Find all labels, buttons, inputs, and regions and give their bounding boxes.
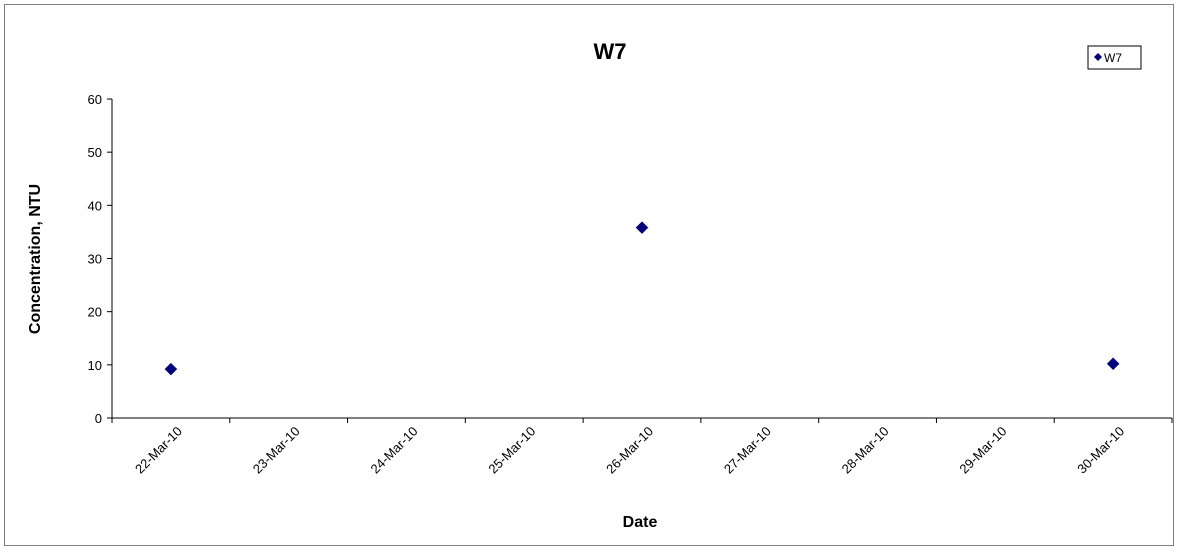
data-points <box>164 221 1120 376</box>
y-axis-ticks: 0 10 20 30 40 50 60 <box>88 92 112 426</box>
x-axis-ticks: 22-Mar-10 23-Mar-10 24-Mar-10 25-Mar-10 26-M… <box>111 418 1173 477</box>
x-tick-label: 30-Mar-10 <box>1074 424 1127 477</box>
x-tick-label: 26-Mar-10 <box>603 424 656 477</box>
y-tick-label: 60 <box>88 92 102 107</box>
data-point <box>164 362 178 376</box>
x-tick-label: 24-Mar-10 <box>368 424 421 477</box>
x-axis-title: Date <box>623 514 658 531</box>
y-tick-label: 20 <box>88 305 102 320</box>
legend-box <box>1087 45 1142 70</box>
chart-title: W7 <box>594 39 627 64</box>
legend-label-w7: W7 <box>1104 51 1122 65</box>
data-point <box>635 221 649 235</box>
legend-marker <box>1094 53 1102 61</box>
chart-frame <box>4 4 1174 546</box>
axes <box>111 99 1172 419</box>
legend: W7 <box>1087 45 1142 70</box>
x-tick-label: 28-Mar-10 <box>839 424 892 477</box>
y-tick-label: 0 <box>95 411 102 426</box>
x-tick-label: 23-Mar-10 <box>250 424 303 477</box>
x-tick-label: 27-Mar-10 <box>721 424 774 477</box>
x-tick-label: 29-Mar-10 <box>956 424 1009 477</box>
y-tick-label: 40 <box>88 198 102 213</box>
y-tick-label: 10 <box>88 358 102 373</box>
y-tick-label: 50 <box>88 145 102 160</box>
x-tick-label: 22-Mar-10 <box>132 424 185 477</box>
x-tick-label: 25-Mar-10 <box>485 424 538 477</box>
data-point <box>1106 357 1120 371</box>
y-axis-title: Concentration, NTU <box>27 184 44 334</box>
y-tick-label: 30 <box>88 252 102 267</box>
